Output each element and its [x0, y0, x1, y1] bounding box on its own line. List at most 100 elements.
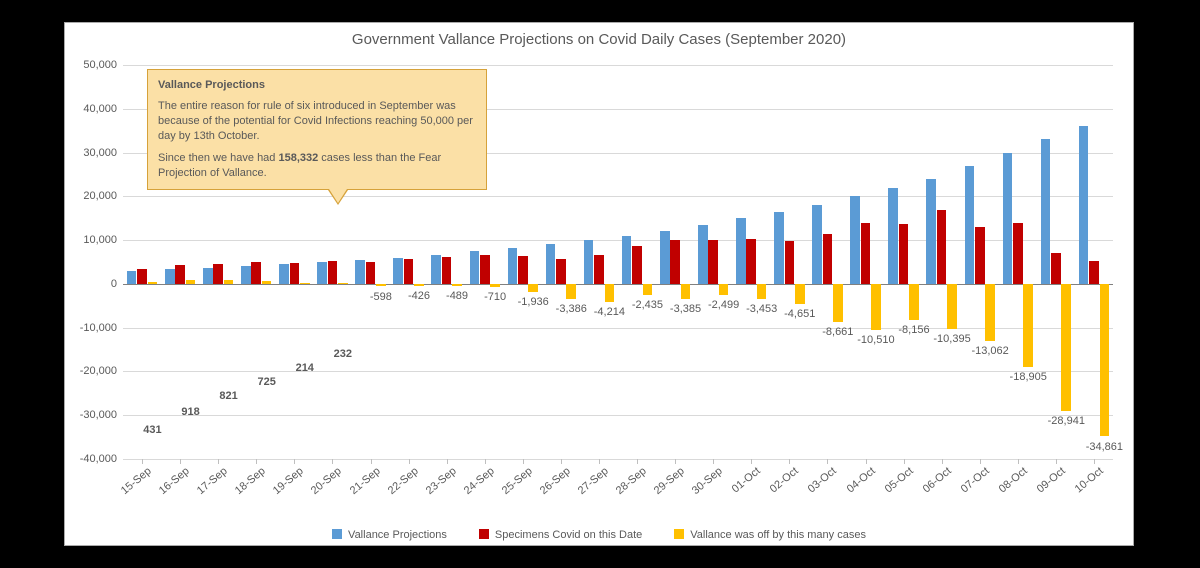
data-label: -10,510 [857, 334, 894, 346]
data-label: -4,651 [784, 308, 815, 320]
data-label: 725 [257, 376, 275, 388]
data-label: -8,661 [822, 326, 853, 338]
bar-vallance [757, 284, 767, 299]
y-axis-label: -40,000 [67, 453, 117, 465]
bar-vallance [452, 284, 462, 286]
y-axis-label: -30,000 [67, 409, 117, 421]
bar-vallance [508, 248, 518, 284]
x-tick [751, 459, 752, 464]
bar-vallance [338, 283, 348, 284]
data-label: -710 [484, 291, 506, 303]
bar-specimens [785, 241, 795, 284]
x-tick [180, 459, 181, 464]
data-label: -426 [408, 290, 430, 302]
bar-vallance [605, 284, 615, 302]
bar-vallance [262, 281, 272, 284]
bar-vallance [643, 284, 653, 295]
x-tick [827, 459, 828, 464]
bar-specimens [137, 269, 147, 284]
data-label: -13,062 [971, 345, 1008, 357]
data-label: 918 [181, 406, 199, 418]
gridline [123, 65, 1113, 66]
gridline [123, 371, 1113, 372]
data-label: -3,386 [556, 303, 587, 315]
bar-vallance [241, 266, 251, 284]
data-label: -2,435 [632, 299, 663, 311]
bar-specimens [290, 263, 300, 284]
bar-vallance [1003, 153, 1013, 284]
x-tick [142, 459, 143, 464]
legend-item: Vallance was off by this many cases [674, 529, 866, 541]
annotation-text: The entire reason for rule of six introd… [158, 99, 476, 144]
bar-vallance [584, 240, 594, 284]
y-axis-label: 0 [67, 278, 117, 290]
x-tick [599, 459, 600, 464]
chart-frame: Government Vallance Projections on Covid… [64, 22, 1134, 546]
data-label: -489 [446, 290, 468, 302]
y-axis-label: 40,000 [67, 103, 117, 115]
bar-vallance [1041, 139, 1051, 283]
legend-item: Specimens Covid on this Date [479, 529, 642, 541]
x-tick [1056, 459, 1057, 464]
bar-specimens [670, 240, 680, 284]
y-axis-label: -10,000 [67, 322, 117, 334]
bar-vallance [355, 260, 365, 284]
bar-vallance [148, 282, 158, 284]
bar-specimens [328, 261, 338, 284]
bar-vallance [681, 284, 691, 299]
bar-vallance [850, 196, 860, 284]
gridline [123, 459, 1113, 460]
bar-vallance [431, 255, 441, 284]
gridline [123, 328, 1113, 329]
bar-specimens [899, 224, 909, 284]
bar-specimens [746, 239, 756, 284]
bar-vallance [490, 284, 500, 287]
bar-vallance [317, 262, 327, 284]
x-tick [904, 459, 905, 464]
bar-specimens [1051, 253, 1061, 284]
bar-vallance [414, 284, 424, 286]
y-axis-label: 10,000 [67, 234, 117, 246]
y-axis-label: 50,000 [67, 59, 117, 71]
legend-label: Specimens Covid on this Date [495, 529, 642, 541]
plot-area: -40,000-30,000-20,000-10,000010,00020,00… [123, 65, 1113, 459]
bar-vallance [186, 280, 196, 284]
bar-specimens [213, 264, 223, 284]
x-tick [294, 459, 295, 464]
bar-vallance [719, 284, 729, 295]
x-tick [371, 459, 372, 464]
data-label: 232 [334, 348, 352, 360]
gridline [123, 284, 1113, 285]
bar-vallance [795, 284, 805, 304]
bar-specimens [937, 210, 947, 284]
bar-vallance [224, 280, 234, 284]
bar-vallance [774, 212, 784, 284]
legend-swatch [674, 529, 684, 539]
bar-specimens [175, 265, 185, 283]
data-label: -2,499 [708, 299, 739, 311]
bar-vallance [470, 251, 480, 283]
data-label: -3,385 [670, 303, 701, 315]
x-tick [332, 459, 333, 464]
x-tick [1094, 459, 1095, 464]
legend: Vallance ProjectionsSpecimens Covid on t… [65, 529, 1133, 541]
bar-vallance [871, 284, 881, 330]
annotation-text: Since then we have had 158,332 cases les… [158, 151, 476, 181]
data-label: -598 [370, 291, 392, 303]
bar-specimens [480, 255, 490, 284]
x-tick [980, 459, 981, 464]
bar-specimens [366, 262, 376, 283]
x-tick [218, 459, 219, 464]
x-tick [789, 459, 790, 464]
bar-vallance [833, 284, 843, 322]
bar-specimens [251, 262, 261, 284]
bar-specimens [556, 259, 566, 284]
x-tick [637, 459, 638, 464]
gridline [123, 415, 1113, 416]
bar-specimens [1089, 261, 1099, 283]
bar-vallance [622, 236, 632, 284]
bar-vallance [947, 284, 957, 330]
bar-vallance [393, 258, 403, 284]
x-tick [675, 459, 676, 464]
bar-vallance [566, 284, 576, 299]
